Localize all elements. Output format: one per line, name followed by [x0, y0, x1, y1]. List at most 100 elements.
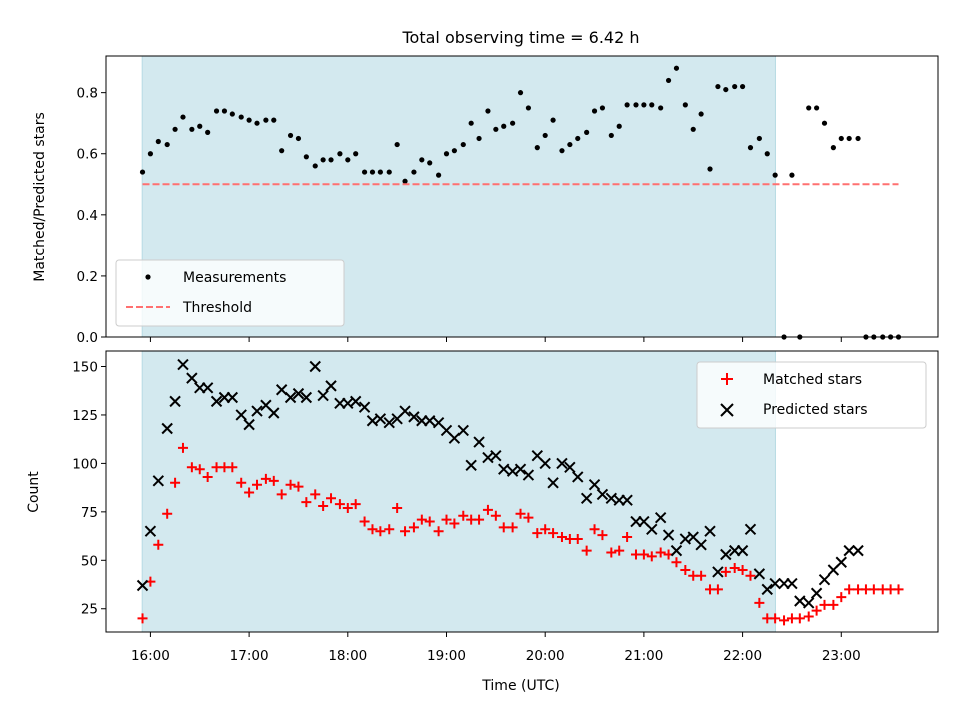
measurement-point: [427, 160, 433, 166]
top-panel: 0.00.20.40.60.8 Matched/Predicted stars …: [32, 55, 939, 346]
y-tick-label: 0.8: [77, 86, 98, 102]
measurement-point: [599, 105, 606, 111]
predicted-star-point: [292, 387, 305, 400]
measurement-point: [213, 108, 220, 114]
matched-star-point: [581, 545, 592, 556]
predicted-star-point: [753, 568, 766, 580]
measurement-point: [451, 148, 457, 154]
measurement-point: [377, 169, 383, 175]
matched-star-point: [153, 539, 164, 550]
measurement-point: [493, 126, 499, 132]
predicted-star-point: [186, 372, 198, 384]
measurement-point: [739, 83, 746, 90]
predicted-star-point: [572, 471, 584, 483]
y-tick-label: 25: [81, 602, 98, 618]
y-tick-label: 0.2: [77, 269, 98, 285]
y-tick-label: 75: [81, 505, 98, 521]
chart-title: Total observing time = 6.42 h: [401, 28, 639, 47]
matched-star-point: [310, 489, 321, 500]
predicted-star-point: [547, 477, 559, 489]
bottom-legend-box: [696, 361, 927, 429]
matched-star-point: [301, 497, 312, 508]
matched-star-point: [400, 526, 411, 537]
predicted-star-point: [564, 461, 576, 473]
predicted-star-point: [843, 544, 855, 557]
matched-star-point: [162, 508, 173, 519]
top-marks: [139, 65, 902, 340]
predicted-star-point: [490, 449, 502, 462]
matched-star-point: [449, 518, 460, 529]
measurement-point: [649, 102, 655, 108]
measurement-point: [197, 123, 203, 129]
y-tick-label: 50: [81, 553, 98, 569]
matched-star-point: [260, 473, 271, 484]
predicted-star-point: [670, 544, 683, 557]
predicted-star-point: [424, 415, 436, 427]
matched-star-point: [597, 530, 608, 541]
x-tick-label: 21:00: [624, 648, 663, 664]
measurement-point: [345, 157, 351, 163]
measurement-point: [789, 172, 795, 178]
predicted-star-point: [736, 544, 749, 557]
matched-star-point: [737, 564, 748, 575]
matched-star-point: [392, 502, 403, 513]
predicted-star-point: [654, 511, 667, 524]
measurement-point: [550, 117, 556, 123]
measurement-point: [476, 135, 482, 142]
measurement-point: [567, 141, 573, 148]
predicted-star-point: [169, 395, 181, 408]
bottom-panel: 25 50 75 100 125 150 16:00 17:00 18:00 19:00 20:00…: [26, 350, 939, 694]
measurement-point: [698, 111, 704, 117]
matched-star-point: [194, 464, 205, 475]
y-tick-label: 0.6: [77, 147, 98, 163]
measurement-point: [254, 120, 260, 126]
matched-star-point: [811, 605, 822, 616]
predicted-star-point: [473, 436, 485, 448]
predicted-star-point: [803, 597, 815, 609]
x-axis-label: Time (UTC): [481, 678, 559, 694]
matched-star-point: [532, 528, 543, 539]
matched-star-point: [441, 514, 452, 525]
matched-star-point: [646, 551, 657, 562]
measurement-point: [723, 86, 729, 93]
top-y-axis-label: Matched/Predicted stars: [32, 112, 48, 282]
matched-star-point: [482, 504, 493, 515]
top-legend: Measurements Threshold: [115, 259, 345, 327]
measurement-point: [139, 169, 146, 175]
measurement-point: [821, 120, 828, 126]
x-tick-label: 19:00: [427, 648, 466, 664]
measurement-point: [436, 172, 442, 178]
predicted-star-point: [498, 463, 510, 475]
measurement-point: [855, 135, 861, 142]
measurement-point: [608, 132, 614, 139]
matched-star-point: [252, 479, 263, 490]
measurement-point: [229, 111, 235, 117]
legend-threshold-label: Threshold: [182, 300, 252, 316]
predicted-star-point: [794, 595, 806, 607]
matched-star-point: [458, 510, 469, 521]
measurement-point: [830, 145, 836, 151]
measurement-point: [320, 157, 326, 163]
measurement-point: [295, 135, 302, 142]
predicted-star-point: [810, 587, 823, 599]
x-tick-label: 20:00: [526, 648, 565, 664]
measurement-point: [575, 135, 581, 142]
predicted-star-point: [235, 409, 247, 421]
measurement-point: [468, 120, 474, 126]
matched-star-point: [712, 584, 723, 595]
legend-measurements-marker: [145, 274, 151, 280]
measurement-point: [221, 108, 228, 114]
measurement-point: [402, 178, 408, 184]
matched-star-point: [779, 615, 790, 626]
measurement-point: [690, 126, 696, 132]
matched-star-point: [745, 570, 756, 581]
predicted-star-point: [761, 583, 773, 596]
measurement-point: [419, 157, 425, 163]
measurement-point: [328, 157, 334, 163]
matched-star-point: [293, 481, 304, 492]
measurement-point: [814, 105, 820, 111]
measurement-point: [838, 135, 844, 142]
matched-star-point: [227, 462, 238, 473]
measurement-point: [394, 141, 400, 148]
